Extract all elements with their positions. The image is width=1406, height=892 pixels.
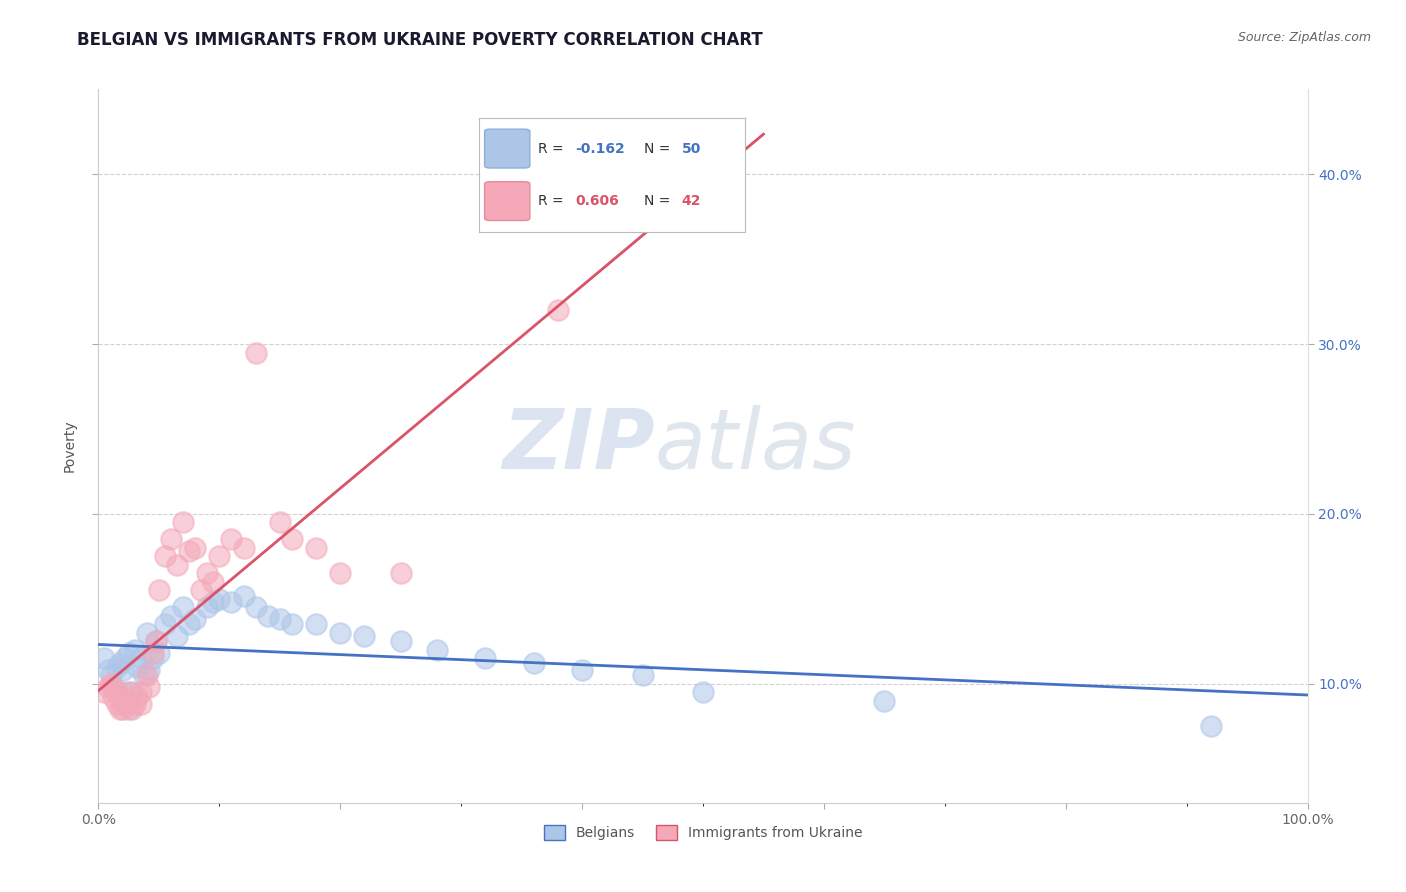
Point [108,657,131,671]
Point [111,685,134,699]
Point [138,680,160,694]
Point [692,685,714,699]
Point [100,668,122,682]
Point [108,690,131,705]
Point [111,702,134,716]
Point [281,533,304,547]
Point [105,698,128,712]
Point [202,595,225,609]
Point [148,646,170,660]
Point [208,549,231,564]
Point [166,629,188,643]
Point [148,583,170,598]
Point [202,574,225,589]
Point [179,544,201,558]
Legend: Belgians, Immigrants from Ukraine: Belgians, Immigrants from Ukraine [538,820,868,846]
Point [118,646,141,660]
Point [135,626,157,640]
Point [101,690,124,705]
Point [329,566,352,581]
Point [93,685,115,699]
Point [114,694,136,708]
Point [153,617,176,632]
Point [142,651,165,665]
Point [118,702,141,716]
Point [100,677,122,691]
Point [232,589,254,603]
Point [166,558,188,572]
Point [269,612,291,626]
Point [127,660,149,674]
Point [124,643,146,657]
Point [179,617,201,632]
Point [127,690,149,705]
Point [281,617,304,632]
Point [269,516,291,530]
Point [208,591,231,606]
Point [389,634,412,648]
Point [114,651,136,665]
Point [571,663,593,677]
Point [145,634,167,648]
Point [232,541,254,555]
Point [353,629,375,643]
Point [118,694,141,708]
Point [190,583,212,598]
Point [105,685,128,699]
Point [172,516,194,530]
Point [97,663,120,677]
Point [105,660,128,674]
Point [547,303,569,318]
Point [153,549,176,564]
Point [305,617,328,632]
Point [195,566,218,581]
Point [124,698,146,712]
Point [305,541,328,555]
Point [97,680,120,694]
Point [129,698,152,712]
Point [389,566,412,581]
Point [105,685,128,699]
Text: atlas: atlas [655,406,856,486]
Point [172,600,194,615]
Point [221,595,243,609]
Point [138,663,160,677]
Point [631,668,654,682]
Point [256,608,278,623]
Point [111,694,134,708]
Point [129,651,152,665]
Point [108,702,131,716]
Point [184,612,207,626]
Point [523,657,546,671]
Point [221,533,243,547]
Point [184,541,207,555]
Point [111,663,134,677]
Point [329,626,352,640]
Point [135,668,157,682]
Point [160,608,183,623]
Point [145,634,167,648]
Point [101,680,124,694]
Point [1199,719,1222,733]
Point [245,345,267,359]
Point [245,600,267,615]
Point [114,698,136,712]
Point [118,685,141,699]
Point [121,702,143,716]
Point [474,651,496,665]
Y-axis label: Poverty: Poverty [63,420,77,472]
Point [426,643,449,657]
Point [160,533,183,547]
Point [142,646,165,660]
Point [873,694,896,708]
Point [195,600,218,615]
Text: BELGIAN VS IMMIGRANTS FROM UKRAINE POVERTY CORRELATION CHART: BELGIAN VS IMMIGRANTS FROM UKRAINE POVER… [77,31,763,49]
Text: Source: ZipAtlas.com: Source: ZipAtlas.com [1237,31,1371,45]
Point [93,651,115,665]
Point [129,685,152,699]
Point [134,668,156,682]
Text: ZIP: ZIP [502,406,655,486]
Point [121,685,143,699]
